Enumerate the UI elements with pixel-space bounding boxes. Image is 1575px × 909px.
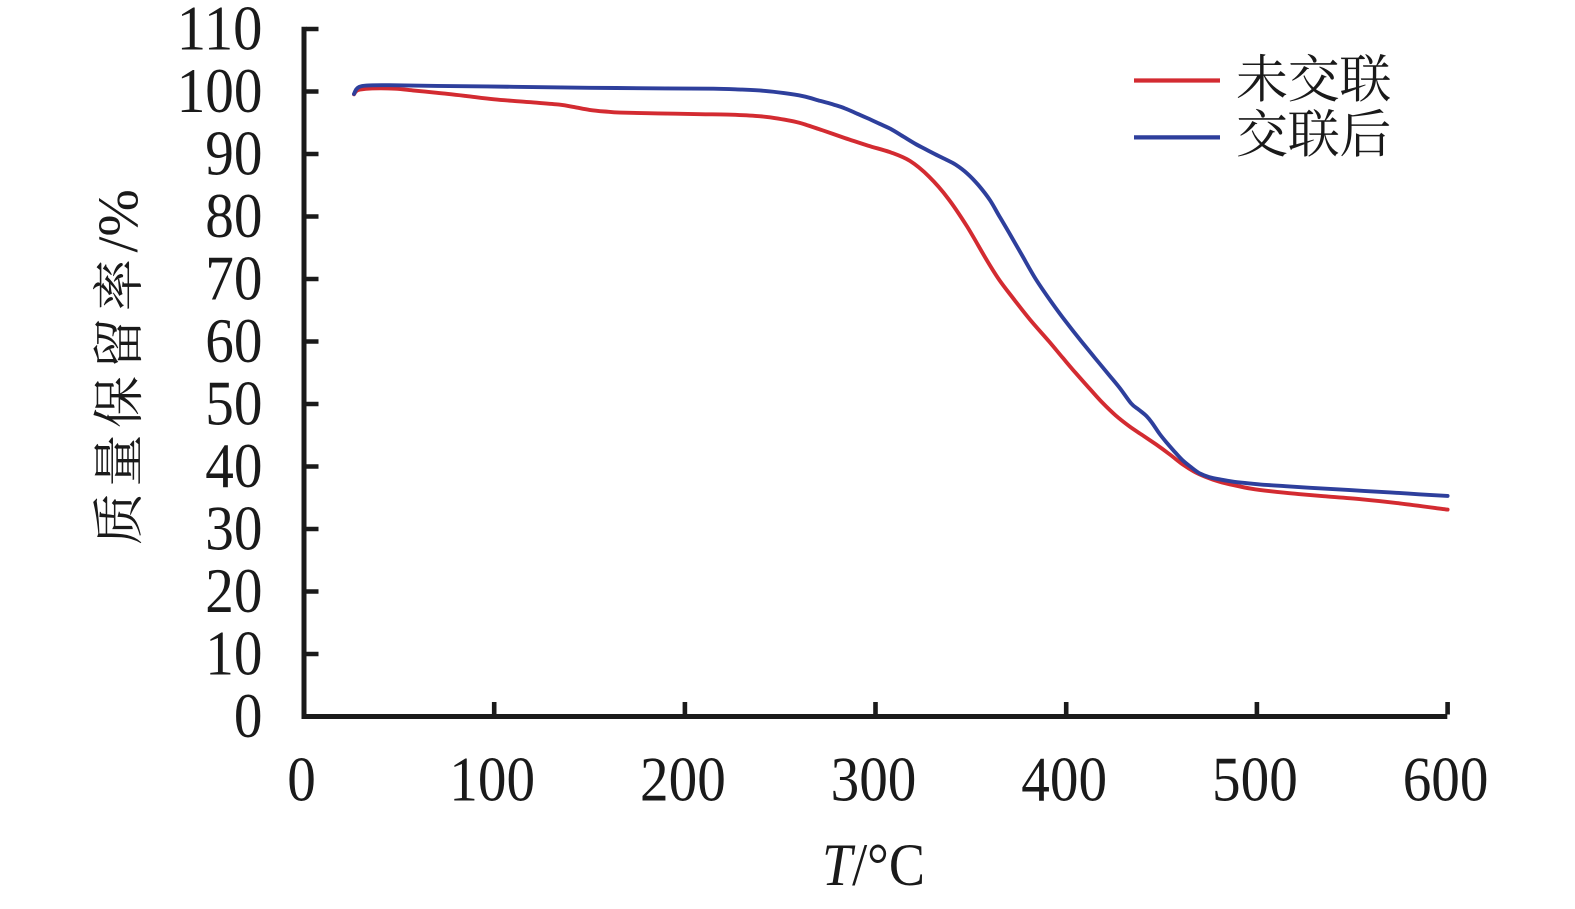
- svg-text:100: 100: [449, 745, 535, 815]
- svg-text:/%: /%: [87, 189, 150, 252]
- svg-text:70: 70: [205, 243, 262, 313]
- svg-text:100: 100: [177, 56, 263, 126]
- svg-text:110: 110: [177, 0, 263, 63]
- svg-text:10: 10: [205, 618, 262, 688]
- svg-text:600: 600: [1403, 745, 1489, 815]
- svg-text:0: 0: [287, 745, 316, 815]
- svg-text:500: 500: [1212, 745, 1298, 815]
- svg-text:80: 80: [205, 181, 262, 251]
- svg-text:20: 20: [205, 556, 262, 626]
- svg-text:0: 0: [234, 681, 263, 751]
- svg-text:60: 60: [205, 306, 262, 376]
- svg-text:300: 300: [831, 745, 917, 815]
- svg-text:40: 40: [205, 431, 262, 501]
- svg-text:400: 400: [1021, 745, 1107, 815]
- svg-text:200: 200: [640, 745, 726, 815]
- svg-text:30: 30: [205, 493, 262, 563]
- svg-text:T/°C: T/°C: [822, 832, 925, 898]
- svg-text:50: 50: [205, 368, 262, 438]
- svg-text:90: 90: [205, 118, 262, 188]
